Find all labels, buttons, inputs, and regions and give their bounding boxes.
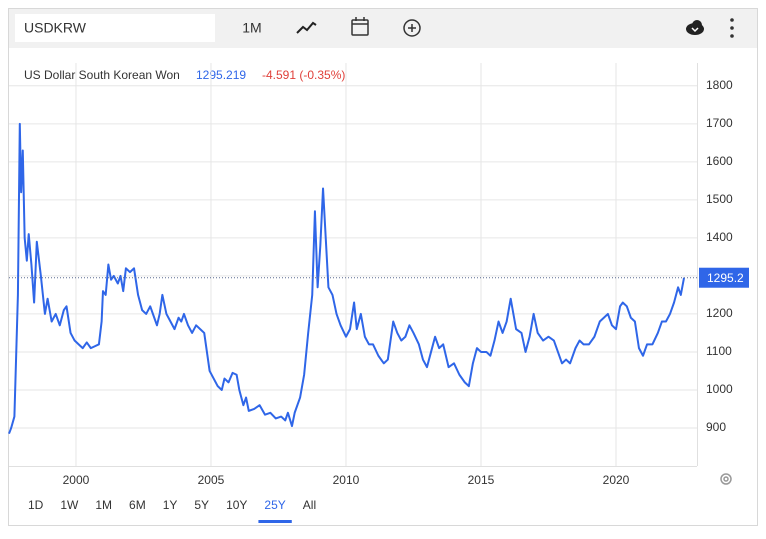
range-button[interactable]: 1M	[95, 498, 112, 512]
range-button[interactable]: 25Y	[264, 498, 285, 512]
price-line	[8, 122, 686, 435]
add-icon[interactable]	[403, 19, 421, 37]
change: -4.591 (-0.35%)	[262, 68, 345, 82]
x-tick-label: 2005	[198, 473, 225, 487]
chart-type-icon[interactable]	[296, 21, 317, 34]
calendar-icon[interactable]	[351, 17, 369, 36]
range-button[interactable]: 1Y	[163, 498, 178, 512]
x-tick-label: 2010	[333, 473, 360, 487]
current-price-tag	[699, 267, 749, 288]
instrument-name: US Dollar South Korean Won	[24, 68, 180, 82]
frame	[8, 8, 758, 526]
y-tick-label: 1700	[706, 116, 733, 130]
active-range-underline	[258, 520, 292, 523]
y-tick-label: 1000	[706, 382, 733, 396]
symbol-input[interactable]	[15, 14, 215, 42]
settings-icon[interactable]	[720, 473, 732, 485]
current-price-label: 1295.2	[707, 271, 744, 285]
range-button[interactable]: 1W	[60, 498, 79, 512]
y-tick-label: 1800	[706, 78, 733, 92]
interval-button[interactable]: 1M	[242, 20, 261, 36]
range-button[interactable]: 5Y	[194, 498, 209, 512]
range-button[interactable]: 6M	[129, 498, 146, 512]
range-button[interactable]: 10Y	[226, 498, 247, 512]
price: 1295.219	[196, 68, 246, 82]
y-tick-label: 1400	[706, 230, 733, 244]
x-tick-label: 2020	[603, 473, 630, 487]
y-tick-label: 1600	[706, 154, 733, 168]
range-button[interactable]: All	[303, 498, 316, 512]
range-button[interactable]: 1D	[28, 498, 44, 512]
menu-icon[interactable]	[730, 18, 734, 38]
symbol: USDKRW	[24, 20, 87, 36]
x-tick-label: 2000	[63, 473, 90, 487]
y-tick-label: 900	[706, 420, 726, 434]
download-icon[interactable]	[686, 20, 704, 35]
y-tick-label: 1200	[706, 306, 733, 320]
y-tick-label: 1500	[706, 192, 733, 206]
x-tick-label: 2015	[468, 473, 495, 487]
range-buttons: 1D 1W 1M 6M 1Y 5Y 10Y 25Y All	[28, 498, 316, 523]
y-tick-label: 1100	[706, 344, 732, 358]
